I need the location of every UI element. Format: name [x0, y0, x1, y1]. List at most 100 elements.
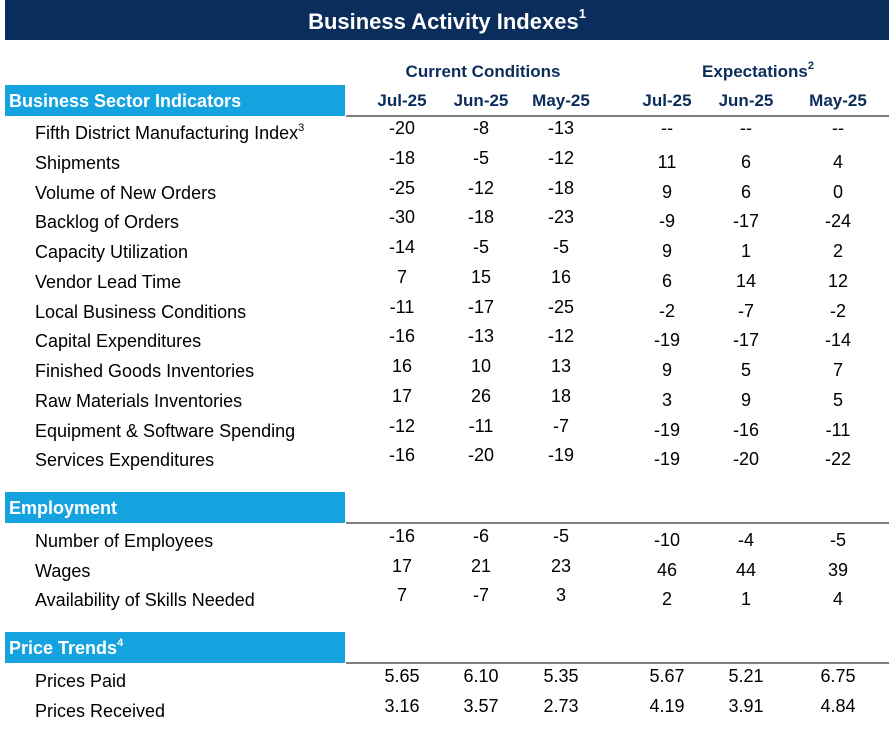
table-cell: -20 [467, 445, 494, 465]
table-cell: 15 [470, 267, 492, 287]
table-cell: 7 [396, 267, 407, 287]
row-label-footnote: 3 [298, 122, 305, 134]
table-cell: -10 [653, 530, 680, 550]
table-cell: -11 [468, 416, 494, 436]
table-cell: -12 [547, 326, 574, 346]
section-title: Employment [9, 498, 118, 518]
row-label-text: Availability of Skills Needed [35, 590, 255, 610]
table-cell: -11 [389, 297, 415, 317]
column-header: Jul-25 [642, 91, 692, 110]
column-header: May-25 [809, 91, 867, 110]
group-expectations-footnote: 2 [807, 60, 814, 72]
table-cell: -11 [825, 420, 851, 440]
table-cell: 4 [832, 152, 843, 172]
row-label: Local Business Conditions [35, 302, 246, 323]
row-label-text: Volume of New Orders [35, 183, 217, 203]
row-label: Volume of New Orders [35, 183, 216, 204]
table-cell: -12 [547, 148, 574, 168]
section-title: Price Trends [9, 638, 118, 658]
table-cell: -19 [653, 449, 680, 469]
table-cell: 3.16 [384, 696, 420, 716]
table-cell: -16 [388, 526, 415, 546]
row-label: Number of Employees [35, 531, 213, 552]
table-cell: 9 [661, 360, 672, 380]
row-label-text: Backlog of Orders [35, 212, 180, 232]
table-cell: -5 [472, 237, 489, 257]
group-expectations: Expectations2 [648, 60, 868, 82]
table-cell: 7 [396, 585, 407, 605]
table-cell: -- [832, 118, 844, 138]
group-expectations-label: Expectations [702, 62, 808, 81]
table-cell: -5 [829, 530, 846, 550]
row-label-text: Prices Paid [35, 671, 127, 691]
table-cell: -4 [737, 530, 754, 550]
table-cell: 3.91 [728, 696, 764, 716]
table-cell: 26 [470, 386, 492, 406]
row-label: Backlog of Orders [35, 212, 179, 233]
table-cell: 9 [661, 182, 672, 202]
row-label: Raw Materials Inventories [35, 391, 242, 412]
section-header: Business Sector Indicators [5, 85, 345, 116]
column-header: May-25 [532, 91, 590, 110]
row-label: Shipments [35, 153, 120, 174]
table-cell: 16 [550, 267, 572, 287]
section-footnote: 4 [117, 637, 124, 649]
table-cell: 21 [470, 556, 492, 576]
table-cell: 6 [740, 182, 751, 202]
section-divider [346, 662, 889, 664]
table-cell: 46 [656, 560, 678, 580]
table-cell: 7 [832, 360, 843, 380]
row-label: Finished Goods Inventories [35, 361, 254, 382]
table-cell: 17 [391, 386, 413, 406]
table-cell: 0 [832, 182, 843, 202]
table-cell: -6 [472, 526, 489, 546]
table-cell: 2 [832, 241, 843, 261]
table-cell: 3 [661, 390, 672, 410]
table-cell: -19 [653, 420, 680, 440]
table-cell: -19 [547, 445, 574, 465]
report-title-text: Business Activity Indexes [308, 9, 579, 34]
row-label-text: Number of Employees [35, 531, 214, 551]
table-cell: -9 [658, 211, 675, 231]
table-cell: -18 [467, 207, 494, 227]
table-cell: -2 [829, 301, 846, 321]
row-label-text: Capital Expenditures [35, 331, 202, 351]
table-cell: -- [661, 118, 673, 138]
table-cell: -12 [388, 416, 415, 436]
table-cell: -7 [552, 416, 569, 436]
row-label: Services Expenditures [35, 450, 214, 471]
table-cell: -16 [732, 420, 759, 440]
table-cell: 12 [827, 271, 849, 291]
row-label-text: Fifth District Manufacturing Index [35, 123, 299, 143]
row-label: Wages [35, 561, 90, 582]
table-cell: -19 [653, 330, 680, 350]
group-current-conditions-label: Current Conditions [405, 62, 561, 81]
table-cell: 6.75 [820, 666, 856, 686]
row-label-text: Services Expenditures [35, 450, 215, 470]
table-cell: 4.84 [820, 696, 856, 716]
table-cell: -7 [737, 301, 754, 321]
table-cell: 5.67 [649, 666, 685, 686]
table-cell: 10 [470, 356, 492, 376]
table-cell: -- [740, 118, 752, 138]
table-cell: 5 [740, 360, 751, 380]
table-cell: 1 [740, 241, 751, 261]
table-cell: -18 [547, 178, 574, 198]
table-cell: -14 [824, 330, 851, 350]
table-cell: 39 [827, 560, 849, 580]
table-cell: -25 [388, 178, 415, 198]
table-cell: -7 [472, 585, 489, 605]
table-cell: -17 [732, 211, 759, 231]
table-cell: 2 [661, 589, 672, 609]
table-cell: 11 [657, 152, 677, 172]
row-label: Capacity Utilization [35, 242, 188, 263]
table-cell: -14 [388, 237, 415, 257]
report-title-footnote: 1 [578, 6, 586, 21]
group-current-conditions: Current Conditions [363, 62, 603, 82]
table-cell: 5.21 [728, 666, 764, 686]
table-cell: 16 [391, 356, 413, 376]
table-cell: 1 [740, 589, 751, 609]
table-cell: -12 [467, 178, 494, 198]
table-cell: -22 [824, 449, 851, 469]
table-cell: -17 [467, 297, 494, 317]
